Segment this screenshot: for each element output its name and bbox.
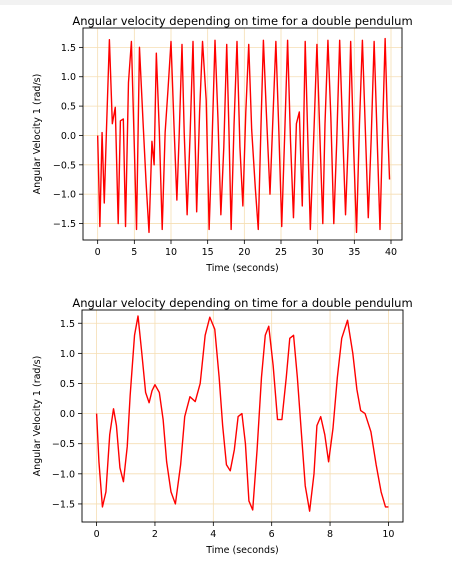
x-tick-label: 15: [202, 247, 214, 258]
chart-figure-2: 0 2 4 6 8 10 −1.5 −1.0 −0.5 0.0 0.5 1.0 1.5 Angular v…: [0, 290, 452, 558]
x-tick-label: 20: [238, 247, 250, 258]
notebook-output-bar: [0, 0, 452, 5]
chart-1-svg: 0 5 10 15 20 25 30 35 40 −1.5 −1.0 −0.5 0.0 0.5 1.0 1.5…: [32, 14, 413, 274]
y-tick-label: 1.0: [61, 72, 76, 83]
x-tick-label: 30: [312, 247, 324, 258]
y-tick-label: 0.5: [61, 102, 76, 113]
y-axis-label: Angular Velocity 1 (rad/s): [32, 74, 43, 195]
x-tick-label: 6: [269, 529, 275, 540]
series-line-1: [96, 37, 391, 234]
x-tick-label: 2: [152, 529, 158, 540]
y-tick-label: 1.5: [60, 319, 75, 330]
x-tick-label: 40: [385, 247, 397, 258]
x-tick-label: 0: [94, 529, 100, 540]
y-tick-label: 0.5: [60, 379, 75, 390]
axes-frame: [81, 309, 404, 523]
chart-2-svg: 0 2 4 6 8 10 −1.5 −1.0 −0.5 0.0 0.5 1.0 1.5 Angular v…: [32, 296, 413, 556]
x-axis-label: Time (seconds): [205, 545, 279, 556]
y-tick-label: 0.0: [61, 131, 76, 142]
x-axis-label: Time (seconds): [205, 263, 279, 274]
y-tick-label: 1.5: [61, 43, 76, 54]
x-tick-label: 25: [275, 247, 287, 258]
y-axis-label: Angular Velocity 1 (rad/s): [32, 356, 43, 477]
y-tick-label: −1.0: [53, 190, 76, 201]
x-tick-label: 0: [95, 247, 101, 258]
y-tick-label: −0.5: [52, 439, 75, 450]
y-tick-label: −0.5: [53, 160, 76, 171]
y-tick-label: 0.0: [60, 409, 75, 420]
x-tick-label: 4: [210, 529, 216, 540]
x-tick-label: 8: [327, 529, 333, 540]
y-tick-label: −1.5: [53, 219, 76, 230]
y-tick-label: 1.0: [60, 349, 75, 360]
axes-frame: [82, 27, 403, 241]
x-tick-label: 10: [165, 247, 177, 258]
x-tick-label: 5: [131, 247, 137, 258]
x-tick-label: 35: [348, 247, 360, 258]
y-tick-label: −1.0: [52, 469, 75, 480]
series-line-1: [95, 315, 389, 512]
chart-title: Angular velocity depending on time for a…: [72, 14, 412, 28]
y-tick-label: −1.5: [52, 499, 75, 510]
chart-title: Angular velocity depending on time for a…: [72, 296, 412, 310]
x-tick-label: 10: [382, 529, 394, 540]
chart-figure-1: 0 5 10 15 20 25 30 35 40 −1.5 −1.0 −0.5 0.0 0.5 1.0 1.5…: [0, 8, 452, 276]
